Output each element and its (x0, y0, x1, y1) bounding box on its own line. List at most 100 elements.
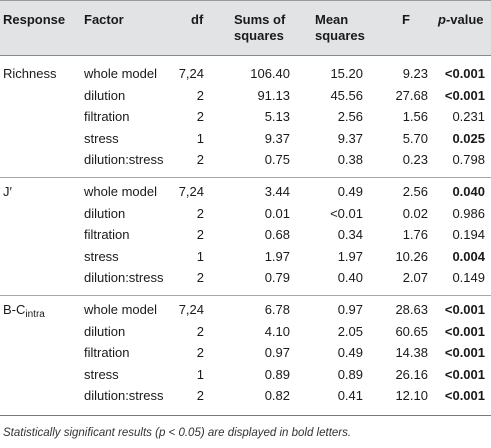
cell-ms: 0.89 (337, 366, 363, 382)
header-mean-squares: Mean squares (315, 12, 365, 44)
cell-p: 0.798 (452, 152, 485, 167)
cell-df: 7,24 (178, 302, 204, 317)
cell-factor: whole model (84, 302, 157, 317)
cell-ss: 9.37 (264, 130, 290, 146)
cell-ss: 0.01 (264, 205, 290, 221)
cell-f: 10.26 (395, 248, 428, 264)
header-p-value: p-value (438, 12, 484, 28)
cell-ss: 0.97 (264, 345, 290, 360)
footnote-before: Statistically significant results ( (3, 427, 159, 439)
response-label: Richness (3, 66, 56, 82)
cell-ss: 6.78 (264, 302, 290, 317)
cell-factor: dilution (84, 87, 126, 103)
cell-ms: 0.49 (337, 345, 363, 360)
cell-ms: 0.38 (337, 152, 363, 167)
cell-ss: 91.13 (257, 87, 290, 103)
header-ss-line2: squares (234, 28, 284, 43)
footnote-after: < 0.05) are displayed in bold letters. (165, 427, 352, 439)
cell-factor: stress (84, 130, 119, 146)
cell-ss: 3.44 (264, 184, 290, 199)
cell-p: 0.040 (452, 184, 485, 199)
cell-p: 0.025 (452, 130, 485, 146)
cell-p: <0.001 (444, 302, 485, 317)
cell-p: <0.001 (444, 323, 485, 339)
response-name: B-C (3, 302, 26, 317)
cell-factor: filtration (84, 109, 130, 124)
cell-f: 2.07 (402, 270, 428, 285)
cell-p: <0.001 (444, 87, 485, 103)
cell-factor: dilution:stress (84, 152, 164, 167)
cell-f: 1.56 (402, 109, 428, 124)
cell-p: 0.194 (452, 227, 485, 242)
cell-ss: 1.97 (264, 248, 290, 264)
table-header: Response Factor df Sums of squares Mean … (0, 0, 491, 56)
cell-ss: 4.10 (264, 323, 290, 339)
cell-ss: 0.75 (264, 152, 290, 167)
footnote: Statistically significant results (p < 0… (3, 427, 351, 439)
cell-p: 0.986 (452, 205, 485, 221)
cell-f: 0.23 (402, 152, 428, 167)
cell-ms: 0.97 (337, 302, 363, 317)
cell-f: 9.23 (402, 66, 428, 81)
cell-ss: 0.79 (264, 270, 290, 285)
cell-factor: dilution (84, 205, 126, 221)
cell-factor: dilution (84, 323, 126, 339)
cell-factor: dilution:stress (84, 388, 164, 403)
cell-factor: filtration (84, 345, 130, 360)
header-ms-line2: squares (315, 28, 365, 43)
group-divider (0, 295, 491, 296)
header-p-italic: p (438, 12, 446, 27)
cell-f: 5.70 (402, 130, 428, 146)
cell-ms: 45.56 (330, 87, 363, 103)
cell-ss: 0.82 (264, 388, 290, 403)
cell-p: <0.001 (444, 388, 485, 403)
cell-p: <0.001 (444, 66, 485, 81)
header-factor: Factor (84, 12, 124, 27)
cell-df: 2 (196, 345, 204, 360)
cell-factor: filtration (84, 227, 130, 242)
header-df: df (191, 12, 204, 27)
table-bottom-rule (0, 415, 491, 416)
response-subscript: intra (25, 309, 45, 320)
header-p-rest: -value (445, 12, 484, 27)
cell-ms: <0.01 (330, 205, 363, 221)
cell-p: 0.004 (452, 248, 485, 264)
cell-ss: 106.40 (250, 66, 290, 81)
cell-ms: 1.97 (337, 248, 363, 264)
response-name: J′ (3, 184, 12, 199)
cell-df: 2 (196, 388, 204, 403)
cell-ms: 0.41 (337, 388, 363, 403)
header-ms-line1: Mean (315, 12, 349, 27)
cell-df: 7,24 (178, 66, 204, 81)
cell-ms: 2.05 (337, 323, 363, 339)
cell-ms: 0.34 (337, 227, 363, 242)
cell-df: 2 (196, 109, 204, 124)
cell-df: 2 (196, 87, 204, 103)
cell-ms: 0.49 (337, 184, 363, 199)
cell-ms: 2.56 (337, 109, 363, 124)
cell-ss: 5.13 (264, 109, 290, 124)
cell-factor: whole model (84, 184, 157, 199)
footnote-p: p (158, 427, 166, 439)
header-f: F (402, 12, 410, 27)
cell-df: 1 (196, 366, 204, 382)
response-label: J′ (3, 184, 12, 200)
cell-f: 0.02 (402, 205, 428, 221)
cell-df: 1 (196, 130, 204, 146)
cell-p: <0.001 (444, 366, 485, 382)
header-ss-line1: Sums of (234, 12, 286, 27)
cell-factor: stress (84, 248, 119, 264)
cell-p: 0.231 (452, 109, 485, 124)
cell-f: 12.10 (395, 388, 428, 403)
cell-factor: dilution:stress (84, 270, 164, 285)
cell-df: 2 (196, 227, 204, 242)
cell-f: 1.76 (402, 227, 428, 242)
cell-ms: 0.40 (337, 270, 363, 285)
cell-f: 60.65 (395, 323, 428, 339)
cell-factor: whole model (84, 66, 157, 81)
cell-p: 0.149 (452, 270, 485, 285)
group-divider (0, 177, 491, 178)
cell-f: 27.68 (395, 87, 428, 103)
cell-df: 1 (196, 248, 204, 264)
